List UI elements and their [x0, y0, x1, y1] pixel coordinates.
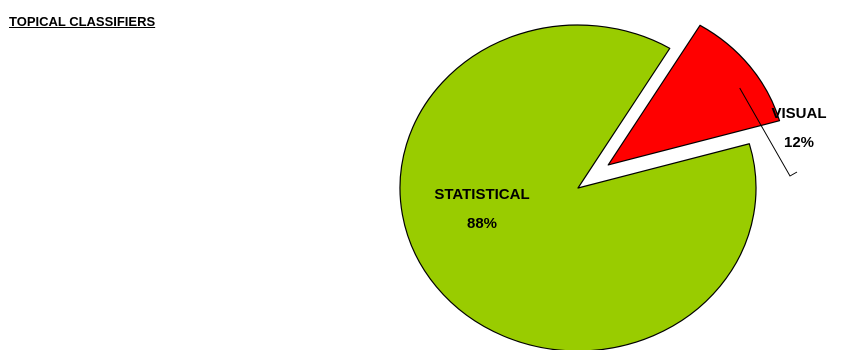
slice-label-visual: VISUAL [771, 105, 826, 122]
pie-slices [399, 24, 781, 350]
slice-label-statistical: STATISTICAL [434, 186, 529, 203]
slice-value-statistical: 88% [467, 215, 497, 232]
leader-lines [739, 87, 798, 177]
pie-slice-statistical [399, 24, 757, 350]
chart-title: TOPICAL CLASSIFIERS [9, 14, 156, 29]
leader-line-visual [739, 87, 798, 177]
pie-slice-visual [607, 24, 781, 166]
slice-labels: STATISTICAL 88% VISUAL 12% [434, 105, 826, 232]
slice-value-visual: 12% [784, 134, 814, 151]
